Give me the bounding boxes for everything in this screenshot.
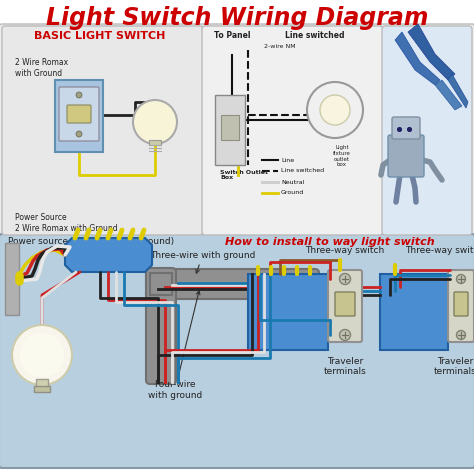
Polygon shape xyxy=(435,80,462,110)
Text: Power Source
2 Wire Romax with Ground: Power Source 2 Wire Romax with Ground xyxy=(15,213,118,233)
FancyBboxPatch shape xyxy=(380,274,448,350)
FancyBboxPatch shape xyxy=(448,270,474,342)
Polygon shape xyxy=(65,238,152,272)
FancyBboxPatch shape xyxy=(55,80,103,152)
FancyBboxPatch shape xyxy=(215,95,245,165)
Text: Four-wire
with ground: Four-wire with ground xyxy=(148,291,202,400)
FancyBboxPatch shape xyxy=(382,26,472,235)
Text: 2 Wire Romax
with Ground: 2 Wire Romax with Ground xyxy=(15,58,68,78)
Circle shape xyxy=(133,100,177,144)
Circle shape xyxy=(339,274,350,284)
FancyBboxPatch shape xyxy=(328,270,362,342)
Polygon shape xyxy=(448,74,468,108)
FancyBboxPatch shape xyxy=(2,26,203,235)
Circle shape xyxy=(12,325,72,385)
Text: Line switched: Line switched xyxy=(285,31,345,40)
Circle shape xyxy=(339,329,350,340)
Polygon shape xyxy=(408,24,455,80)
Text: Neutral: Neutral xyxy=(281,180,304,185)
Text: Three-wire with ground: Three-wire with ground xyxy=(150,251,255,273)
Text: BASIC LIGHT SWITCH: BASIC LIGHT SWITCH xyxy=(34,31,166,41)
FancyBboxPatch shape xyxy=(34,386,50,392)
Text: Traveler
terminals: Traveler terminals xyxy=(434,357,474,376)
FancyBboxPatch shape xyxy=(335,292,355,316)
FancyBboxPatch shape xyxy=(146,269,319,299)
Text: Line: Line xyxy=(281,157,294,163)
Text: How to install to way light switch: How to install to way light switch xyxy=(225,237,435,247)
Text: Light
fixture
outlet
box: Light fixture outlet box xyxy=(333,145,351,167)
FancyBboxPatch shape xyxy=(202,26,383,235)
Text: 2-wire NM: 2-wire NM xyxy=(264,44,296,48)
Polygon shape xyxy=(395,32,440,85)
FancyBboxPatch shape xyxy=(36,379,48,387)
FancyBboxPatch shape xyxy=(5,243,19,315)
Text: Traveler
terminals: Traveler terminals xyxy=(324,357,366,376)
FancyBboxPatch shape xyxy=(59,87,99,141)
FancyBboxPatch shape xyxy=(146,268,176,384)
FancyBboxPatch shape xyxy=(392,117,420,139)
Circle shape xyxy=(456,330,465,339)
FancyBboxPatch shape xyxy=(454,292,468,316)
Circle shape xyxy=(456,274,465,283)
FancyBboxPatch shape xyxy=(149,140,161,145)
Circle shape xyxy=(320,95,350,125)
Text: Switch Outlet
Box: Switch Outlet Box xyxy=(220,170,268,180)
Text: Light Switch Wiring Diagram: Light Switch Wiring Diagram xyxy=(46,6,428,30)
Circle shape xyxy=(76,92,82,98)
FancyBboxPatch shape xyxy=(67,105,91,123)
FancyBboxPatch shape xyxy=(221,115,239,140)
Text: Three-way switch: Three-way switch xyxy=(405,246,474,255)
FancyBboxPatch shape xyxy=(248,274,328,350)
Text: Ground: Ground xyxy=(281,190,304,196)
FancyBboxPatch shape xyxy=(0,24,474,238)
Circle shape xyxy=(307,82,363,138)
FancyBboxPatch shape xyxy=(388,135,424,177)
FancyBboxPatch shape xyxy=(150,273,172,295)
Text: Three-way switch: Three-way switch xyxy=(305,246,384,255)
FancyBboxPatch shape xyxy=(0,234,474,468)
Text: Power source (two-wire with ground): Power source (two-wire with ground) xyxy=(8,237,174,246)
Circle shape xyxy=(20,333,64,377)
Circle shape xyxy=(76,131,82,137)
Text: Line switched: Line switched xyxy=(281,169,324,173)
Text: To Panel: To Panel xyxy=(214,31,250,40)
